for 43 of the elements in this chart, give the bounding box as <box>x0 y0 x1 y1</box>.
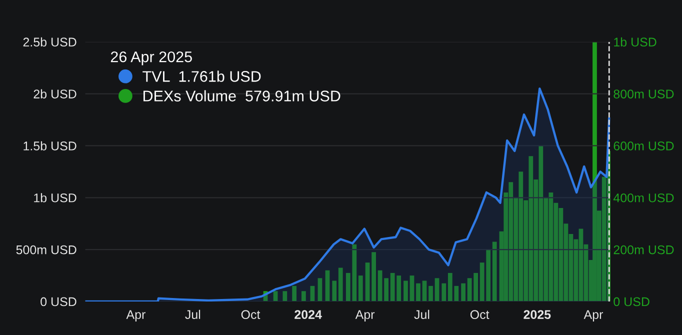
bar <box>461 283 466 302</box>
bar <box>434 278 440 302</box>
bar <box>318 278 322 302</box>
y-tick-label: 2b USD <box>34 89 76 98</box>
bar <box>358 276 363 302</box>
bar <box>404 280 408 302</box>
x-tick-label: 2024 <box>294 310 322 320</box>
y2-tick-label: 400m USD <box>613 193 674 202</box>
bar <box>332 280 337 302</box>
x-tick-label: Oct <box>470 310 490 320</box>
y-tick-label: 500m USD <box>16 245 76 254</box>
bar <box>416 283 420 302</box>
y-tick-label: 1b USD <box>34 193 76 202</box>
bar <box>410 276 414 302</box>
bar <box>292 286 296 302</box>
legend-title: 26 Apr 2025 <box>110 51 192 66</box>
x-tick-label: Apr <box>584 310 604 322</box>
x-tick-label: Apr <box>355 310 375 322</box>
bar <box>365 262 370 302</box>
x-tick-label: Oct <box>241 310 260 320</box>
bar <box>302 291 306 302</box>
y2-tick-label: 600m USD <box>614 142 674 150</box>
bar <box>442 283 446 302</box>
y2-tick-label: 1b USD <box>614 37 656 47</box>
y-tick-label: 2.5b USD <box>23 37 76 47</box>
bar <box>338 268 343 302</box>
x-tick-label: 2025 <box>524 310 551 320</box>
legend-label: TVL 1.761b USD <box>142 70 261 82</box>
x-tick-label: Jul <box>414 310 430 320</box>
y2-tick-label: 0 USD <box>614 297 650 306</box>
bar <box>372 252 376 302</box>
y2-tick-label: 200m USD <box>614 245 674 254</box>
bar <box>384 278 389 302</box>
x-tick-label: Apr <box>126 310 146 322</box>
bar <box>282 291 288 302</box>
y2-tick-label: 800m USD <box>614 90 674 98</box>
bar <box>428 286 433 302</box>
bar <box>492 242 497 302</box>
y-tick-label: 0 USD <box>40 297 76 306</box>
x-tick-label: Jul <box>185 310 200 320</box>
y-tick-label: 1.5b USD <box>24 141 76 150</box>
legend-label: DEXs Volume 579.91m USD <box>144 90 340 102</box>
bar <box>422 280 427 302</box>
